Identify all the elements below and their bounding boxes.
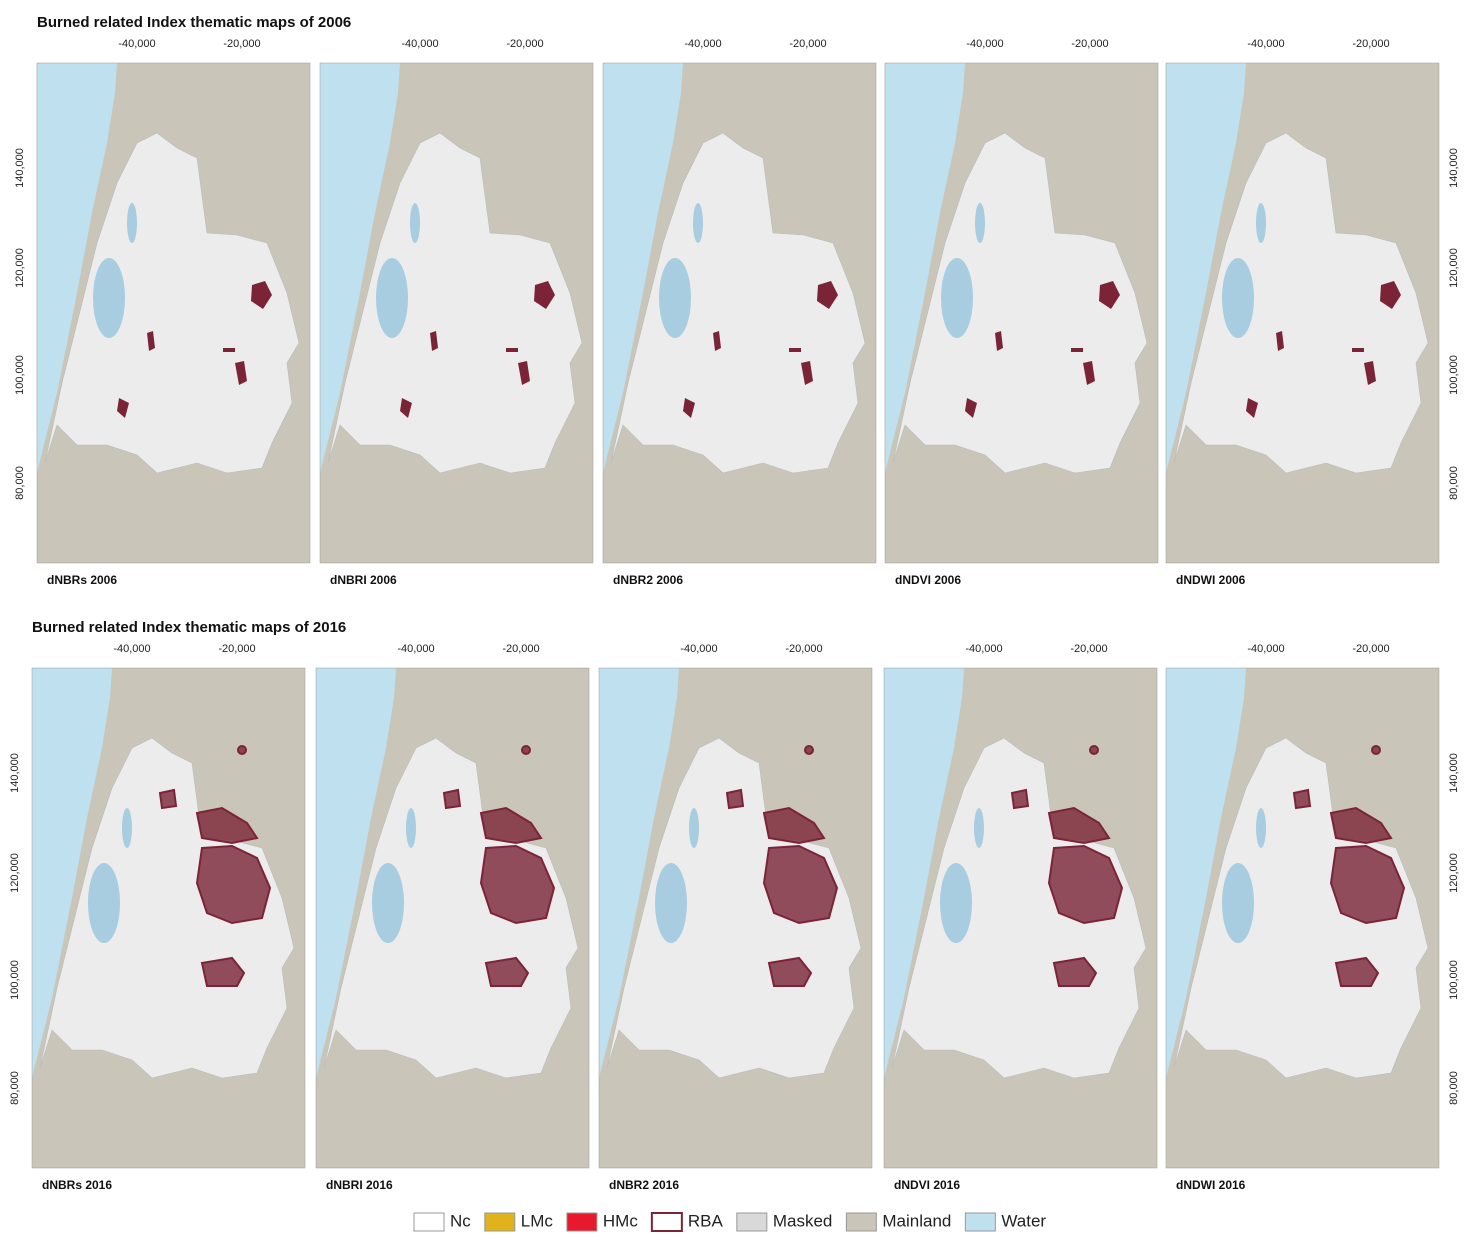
y-tick-label: 80,000 <box>1448 1071 1460 1105</box>
map-base <box>319 62 594 564</box>
x-tick-label: -40,000 <box>684 38 721 50</box>
panel-label: dNDVI 2016 <box>894 1178 960 1192</box>
legend-label: Masked <box>773 1211 833 1230</box>
x-tick-label: -20,000 <box>218 643 255 655</box>
map-base <box>1165 667 1440 1169</box>
panel-frame <box>1165 667 1440 1169</box>
legend-swatch <box>736 1212 768 1232</box>
x-tick-label: -40,000 <box>1247 38 1284 50</box>
panel-label: dNBRs 2016 <box>42 1178 112 1192</box>
x-tick-label: -40,000 <box>118 38 155 50</box>
y-tick-label: 100,000 <box>9 960 21 1000</box>
legend-label: Mainland <box>882 1211 951 1230</box>
legend-swatch <box>566 1212 598 1232</box>
x-tick-label: -20,000 <box>1070 643 1107 655</box>
row-title: Burned related Index thematic maps of 20… <box>32 619 346 636</box>
map-panel <box>31 667 306 1169</box>
panel-label: dNBRI 2016 <box>326 1178 393 1192</box>
x-tick-label: -20,000 <box>1352 38 1389 50</box>
legend-swatch <box>845 1212 877 1232</box>
legend-swatch <box>413 1212 445 1232</box>
map-panel <box>883 667 1158 1169</box>
map-base <box>884 62 1159 564</box>
map-base <box>883 667 1158 1169</box>
map-panel <box>598 667 873 1169</box>
panel-frame <box>884 62 1159 564</box>
legend-swatch <box>484 1212 516 1232</box>
panel-label: dNBR2 2016 <box>609 1178 679 1192</box>
map-panel <box>884 62 1159 564</box>
panel-label: dNDWI 2006 <box>1176 573 1246 587</box>
legend-swatch <box>650 1212 683 1232</box>
y-tick-label: 140,000 <box>1448 148 1460 188</box>
panel-frame <box>883 667 1158 1169</box>
panel-frame <box>315 667 590 1169</box>
x-tick-label: -40,000 <box>965 643 1002 655</box>
map-panel <box>602 62 877 564</box>
y-tick-label: 120,000 <box>14 248 26 288</box>
legend-label: LMc <box>521 1211 554 1230</box>
y-tick-label: 140,000 <box>14 148 26 188</box>
x-tick-label: -40,000 <box>1247 643 1284 655</box>
panel-frame <box>598 667 873 1169</box>
map-panel <box>1165 62 1440 564</box>
x-tick-label: -20,000 <box>506 38 543 50</box>
panel-label: dNDWI 2016 <box>1176 1178 1246 1192</box>
x-tick-label: -40,000 <box>401 38 438 50</box>
map-base <box>602 62 877 564</box>
panel-label: dNBRs 2006 <box>47 573 117 587</box>
panel-label: dNDVI 2006 <box>895 573 961 587</box>
y-tick-label: 140,000 <box>1448 753 1460 793</box>
x-tick-label: -20,000 <box>785 643 822 655</box>
y-tick-label: 80,000 <box>1448 466 1460 500</box>
legend-swatch <box>964 1212 996 1232</box>
legend-label: HMc <box>603 1211 638 1230</box>
x-tick-label: -20,000 <box>1352 643 1389 655</box>
x-tick-label: -40,000 <box>680 643 717 655</box>
legend-label: RBA <box>688 1211 724 1230</box>
x-tick-label: -20,000 <box>789 38 826 50</box>
legend-label: Nc <box>450 1211 471 1230</box>
map-panel <box>36 62 311 564</box>
map-panel <box>319 62 594 564</box>
y-tick-label: 80,000 <box>14 466 26 500</box>
x-tick-label: -20,000 <box>223 38 260 50</box>
row-title: Burned related Index thematic maps of 20… <box>37 14 351 31</box>
y-tick-label: 100,000 <box>1448 960 1460 1000</box>
y-tick-label: 100,000 <box>1448 355 1460 395</box>
map-panel <box>1165 667 1440 1169</box>
map-base <box>1165 62 1440 564</box>
panel-frame <box>1165 62 1440 564</box>
panel-frame <box>319 62 594 564</box>
panel-frame <box>36 62 311 564</box>
y-tick-label: 80,000 <box>9 1071 21 1105</box>
map-base <box>598 667 873 1169</box>
map-base <box>315 667 590 1169</box>
map-panel <box>315 667 590 1169</box>
y-tick-label: 120,000 <box>9 853 21 893</box>
panel-label: dNBRI 2006 <box>330 573 397 587</box>
map-base <box>36 62 311 564</box>
panel-frame <box>31 667 306 1169</box>
y-tick-label: 120,000 <box>1448 853 1460 893</box>
x-tick-label: -40,000 <box>966 38 1003 50</box>
x-tick-label: -20,000 <box>1071 38 1108 50</box>
panel-frame <box>602 62 877 564</box>
x-tick-label: -40,000 <box>397 643 434 655</box>
y-tick-label: 140,000 <box>9 753 21 793</box>
y-tick-label: 100,000 <box>14 355 26 395</box>
panel-label: dNBR2 2006 <box>613 573 683 587</box>
x-tick-label: -40,000 <box>113 643 150 655</box>
x-tick-label: -20,000 <box>502 643 539 655</box>
y-tick-label: 120,000 <box>1448 248 1460 288</box>
legend-label: Water <box>1001 1211 1046 1230</box>
map-base <box>31 667 306 1169</box>
